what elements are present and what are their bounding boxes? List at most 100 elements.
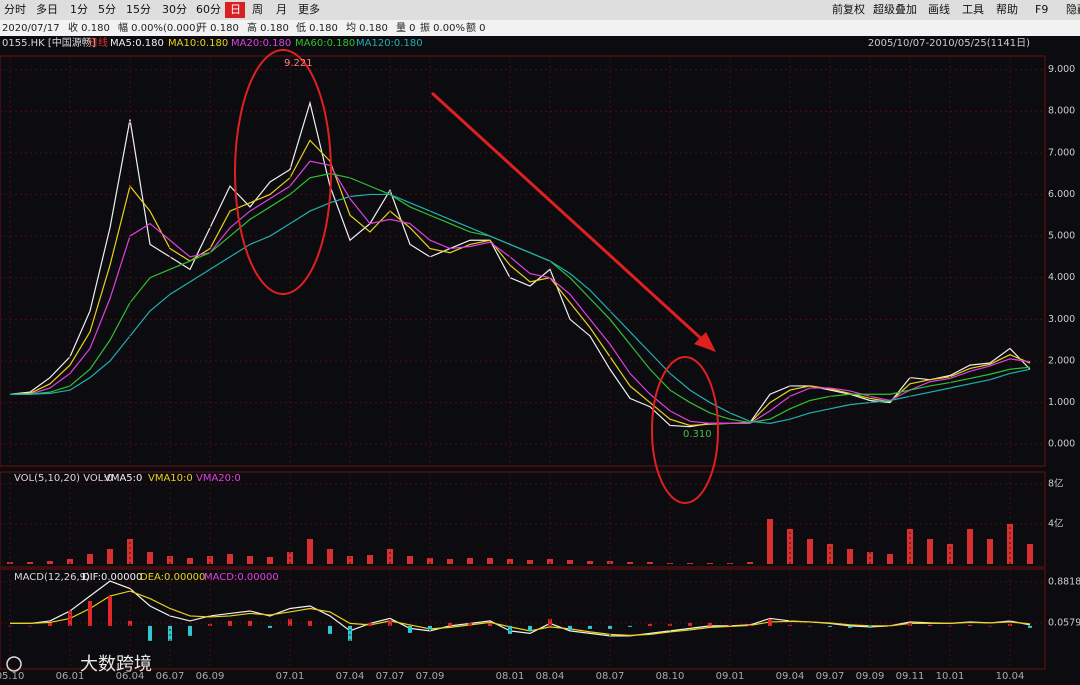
macd-bar <box>808 625 812 627</box>
x-tick-label: 10.01 <box>936 671 965 682</box>
annotation: 9.221 <box>284 58 313 69</box>
macd-bar <box>548 618 552 626</box>
volume-bar <box>467 558 473 564</box>
volume-bar <box>367 555 373 564</box>
volume-bar <box>307 539 313 564</box>
x-tick-label: 09.01 <box>716 671 745 682</box>
legend-entry: MA120:0.180 <box>356 38 423 49</box>
active-period <box>225 2 245 18</box>
toolbar-button[interactable]: 更多 <box>298 2 320 16</box>
legend-entry: MACD:0.00000 <box>204 572 279 583</box>
volume-pane <box>0 471 1046 568</box>
macd-bar <box>408 625 412 633</box>
x-tick-label: 05.10 <box>0 671 24 682</box>
volume-bar <box>847 549 853 564</box>
toolbar-button[interactable]: 画线 <box>928 2 950 16</box>
toolbar-button[interactable]: 前复权 <box>832 2 865 16</box>
annotation: 0.310 <box>683 429 712 440</box>
trend-arrow <box>430 91 708 345</box>
chart-title: 0155.HK [中国源畅] <box>2 36 96 49</box>
volume-bar <box>127 539 133 564</box>
volume-bar <box>887 554 893 564</box>
macd-bar <box>628 625 632 627</box>
toolbar-button[interactable]: 隐藏 <box>1066 3 1080 16</box>
volume-bar <box>567 560 573 564</box>
volume-bar <box>987 539 993 564</box>
volume-bar <box>327 549 333 564</box>
macd-bar <box>568 625 572 630</box>
toolbar-button[interactable]: 帮助 <box>996 2 1018 16</box>
volume-bar <box>927 539 933 564</box>
x-tick-label: 09.09 <box>856 671 885 682</box>
ma-line <box>10 193 1031 424</box>
toolbar-button[interactable]: 60分 <box>196 3 221 16</box>
ma-line <box>9 100 1031 428</box>
y-tick-label: 8亿 <box>1048 478 1064 490</box>
volume-bar <box>187 558 193 564</box>
macd-line <box>10 590 1031 636</box>
info-item: 高 0.180 <box>247 21 289 34</box>
volume-bar <box>167 556 173 564</box>
toolbar-button[interactable]: 1分 <box>70 3 88 16</box>
toolbar-button[interactable]: 月 <box>276 3 287 16</box>
x-tick-label: 08.10 <box>656 671 685 682</box>
volume-bar <box>487 558 493 564</box>
toolbar <box>0 0 1080 20</box>
toolbar-button[interactable]: F9 <box>1035 3 1048 16</box>
x-tick-label: 06.04 <box>116 671 145 682</box>
volume-bar <box>427 558 433 564</box>
macd-bar <box>28 625 32 627</box>
macd-bar <box>148 625 152 641</box>
macd-bar <box>48 622 52 626</box>
volume-bar <box>87 554 93 564</box>
y-tick-label: 4亿 <box>1048 518 1064 530</box>
x-tick-label: 08.04 <box>536 671 565 682</box>
toolbar-button[interactable]: 分时 <box>4 3 26 16</box>
x-tick-label: 07.07 <box>376 671 405 682</box>
volume-bar <box>627 562 633 564</box>
macd-bar <box>708 622 712 626</box>
macd-bar <box>388 620 392 626</box>
legend-entry: MA60:0.180 <box>295 38 355 49</box>
highlight-ellipse <box>234 49 332 295</box>
date-range: 2005/10/07-2010/05/25(1141日) <box>868 38 1030 49</box>
y-tick-label: 5.000 <box>1048 231 1075 242</box>
volume-bar <box>587 561 593 564</box>
macd-bar <box>328 625 332 634</box>
macd-bar <box>128 620 132 626</box>
toolbar-button[interactable]: 多日 <box>36 2 58 16</box>
info-item: 低 0.180 <box>296 21 338 34</box>
macd-bar <box>848 625 852 628</box>
macd-bar <box>528 625 532 631</box>
y-tick-label: 1.000 <box>1048 397 1075 408</box>
volume-bar <box>507 559 513 564</box>
toolbar-button[interactable]: 工具 <box>962 3 984 16</box>
macd-line <box>10 580 1031 637</box>
volume-bar <box>647 562 653 564</box>
x-tick-label: 09.07 <box>816 671 845 682</box>
volume-bar <box>967 529 973 564</box>
volume-bar <box>247 556 253 564</box>
y-tick-label: 0.88183 <box>1048 577 1080 588</box>
legend-entry: VMA10:0 <box>148 473 193 484</box>
macd-bar <box>768 618 772 626</box>
toolbar-button[interactable]: 5分 <box>98 3 116 16</box>
toolbar-button[interactable]: 15分 <box>126 3 151 16</box>
macd-bar <box>468 622 472 626</box>
toolbar-button[interactable]: 日 <box>230 3 241 16</box>
macd-bar <box>168 625 172 641</box>
macd-bar <box>448 622 452 626</box>
x-tick-label: 07.09 <box>416 671 445 682</box>
macd-bar <box>288 618 292 626</box>
x-tick-label: 08.07 <box>596 671 625 682</box>
volume-bar <box>147 552 153 564</box>
toolbar-button[interactable]: 超级叠加 <box>873 2 917 16</box>
ma-line <box>9 139 1031 427</box>
toolbar-button[interactable]: 周 <box>252 3 263 16</box>
legend-entry: DIF:0.00000 <box>82 572 142 583</box>
macd-bar <box>428 625 432 630</box>
toolbar-button[interactable]: 30分 <box>162 3 187 16</box>
info-item: 收 0.180 <box>68 21 110 34</box>
y-tick-label: 0.000 <box>1048 439 1075 450</box>
y-tick-label: 0.05795 <box>1048 618 1080 629</box>
